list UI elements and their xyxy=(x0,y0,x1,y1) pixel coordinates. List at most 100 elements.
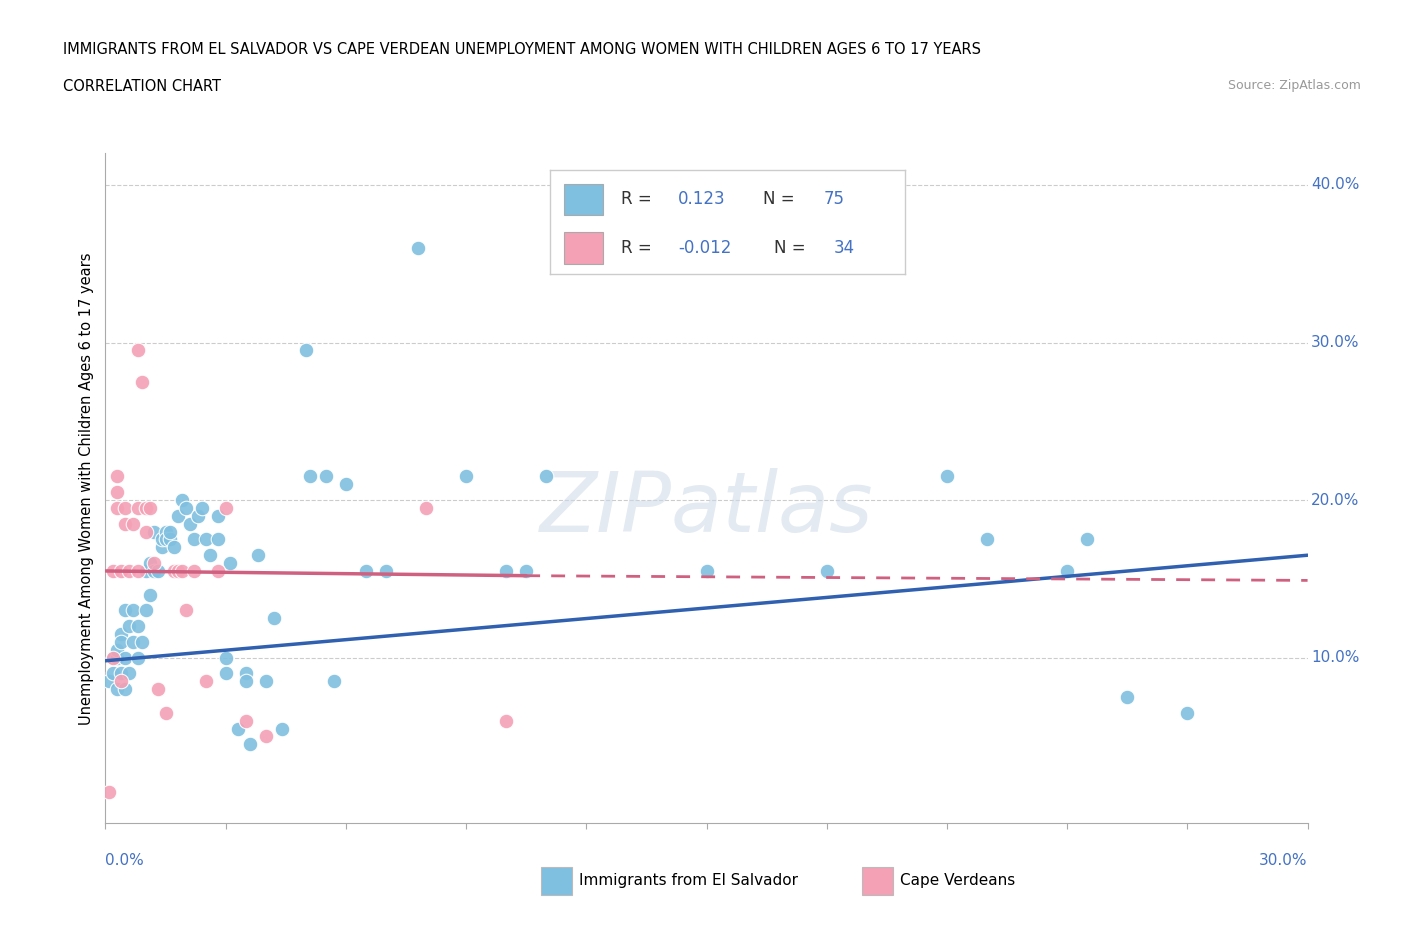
Text: 20.0%: 20.0% xyxy=(1312,493,1360,508)
Point xyxy=(103,650,125,665)
Point xyxy=(214,650,236,665)
Point xyxy=(122,603,145,618)
Text: ZIPatlas: ZIPatlas xyxy=(540,468,873,549)
Point xyxy=(114,516,136,531)
Point xyxy=(166,509,188,524)
Point xyxy=(246,548,269,563)
Point xyxy=(142,525,165,539)
Point xyxy=(127,564,149,578)
Point xyxy=(263,611,285,626)
Point xyxy=(135,525,157,539)
Point xyxy=(235,713,257,728)
Point xyxy=(110,666,132,681)
Point xyxy=(207,532,229,547)
Point xyxy=(110,564,132,578)
Point xyxy=(270,721,292,736)
Point xyxy=(315,469,337,484)
Text: CORRELATION CHART: CORRELATION CHART xyxy=(63,79,221,94)
Point xyxy=(162,564,184,578)
Point xyxy=(162,540,184,555)
Point xyxy=(159,532,181,547)
Point xyxy=(107,643,129,658)
Point xyxy=(515,564,537,578)
Point xyxy=(122,634,145,649)
Point xyxy=(1076,532,1098,547)
Point xyxy=(1116,689,1139,704)
Text: Immigrants from El Salvador: Immigrants from El Salvador xyxy=(579,873,799,888)
Point xyxy=(142,564,165,578)
Point xyxy=(127,650,149,665)
Point xyxy=(187,509,209,524)
Point xyxy=(103,666,125,681)
Point xyxy=(322,674,344,689)
Point xyxy=(298,469,321,484)
Point xyxy=(127,500,149,515)
Point xyxy=(107,682,129,697)
Point xyxy=(107,469,129,484)
Point xyxy=(135,500,157,515)
Point xyxy=(194,674,217,689)
Point xyxy=(107,650,129,665)
Point xyxy=(155,525,177,539)
Point xyxy=(207,509,229,524)
Point xyxy=(235,666,257,681)
Point xyxy=(107,485,129,499)
Point xyxy=(1177,705,1199,720)
Point xyxy=(131,634,153,649)
Point xyxy=(354,564,377,578)
Point xyxy=(155,532,177,547)
Point xyxy=(159,525,181,539)
Point xyxy=(170,564,193,578)
Point xyxy=(214,500,236,515)
Point xyxy=(194,532,217,547)
Text: 10.0%: 10.0% xyxy=(1312,650,1360,665)
Point xyxy=(174,500,197,515)
Point xyxy=(138,500,160,515)
Point xyxy=(936,469,959,484)
Point xyxy=(239,737,262,751)
Point xyxy=(110,627,132,642)
Point xyxy=(495,713,517,728)
Point xyxy=(122,516,145,531)
Point xyxy=(406,241,429,256)
Point xyxy=(118,618,141,633)
Point xyxy=(183,532,205,547)
Point xyxy=(179,516,201,531)
Point xyxy=(495,564,517,578)
Text: 40.0%: 40.0% xyxy=(1312,178,1360,193)
Point xyxy=(135,603,157,618)
Point xyxy=(198,548,221,563)
Point xyxy=(114,650,136,665)
Text: IMMIGRANTS FROM EL SALVADOR VS CAPE VERDEAN UNEMPLOYMENT AMONG WOMEN WITH CHILDR: IMMIGRANTS FROM EL SALVADOR VS CAPE VERD… xyxy=(63,42,981,57)
Point xyxy=(155,705,177,720)
Point xyxy=(103,650,125,665)
Point xyxy=(98,674,121,689)
Point xyxy=(127,618,149,633)
Point xyxy=(114,682,136,697)
Point xyxy=(110,674,132,689)
Point xyxy=(235,674,257,689)
Point xyxy=(142,555,165,570)
Point xyxy=(1056,564,1078,578)
Point xyxy=(976,532,998,547)
Point xyxy=(114,603,136,618)
Point xyxy=(454,469,477,484)
Point xyxy=(534,469,557,484)
Point xyxy=(254,674,277,689)
Y-axis label: Unemployment Among Women with Children Ages 6 to 17 years: Unemployment Among Women with Children A… xyxy=(79,252,94,724)
Point xyxy=(815,564,838,578)
Point xyxy=(166,564,188,578)
Point xyxy=(174,603,197,618)
Point xyxy=(114,500,136,515)
Point xyxy=(135,564,157,578)
Text: 30.0%: 30.0% xyxy=(1312,335,1360,350)
Point xyxy=(103,564,125,578)
Point xyxy=(190,500,212,515)
Text: 0.0%: 0.0% xyxy=(105,853,145,869)
Point xyxy=(150,540,173,555)
Point xyxy=(183,564,205,578)
Point xyxy=(146,682,169,697)
Text: Cape Verdeans: Cape Verdeans xyxy=(900,873,1015,888)
Point xyxy=(127,343,149,358)
Text: Source: ZipAtlas.com: Source: ZipAtlas.com xyxy=(1227,79,1361,92)
